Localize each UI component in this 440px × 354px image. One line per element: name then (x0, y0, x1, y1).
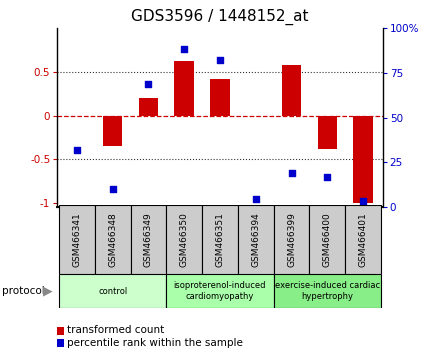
Text: exercise-induced cardiac
hypertrophy: exercise-induced cardiac hypertrophy (275, 281, 380, 301)
Text: protocol: protocol (2, 286, 45, 296)
Bar (103, 115, 122, 146)
Text: GSM466348: GSM466348 (108, 212, 117, 267)
Text: GSM466400: GSM466400 (323, 212, 332, 267)
Text: isoproterenol-induced
cardiomyopathy: isoproterenol-induced cardiomyopathy (174, 281, 266, 301)
Bar (59, 274, 166, 308)
Text: control: control (98, 287, 127, 296)
Point (288, 170, 295, 176)
Point (181, 46, 188, 52)
Text: GSM466399: GSM466399 (287, 212, 296, 267)
Bar (166, 205, 202, 274)
Bar (95, 205, 131, 274)
Point (252, 196, 259, 202)
Text: GSM466341: GSM466341 (72, 212, 81, 267)
Bar (282, 65, 301, 115)
Bar (238, 205, 274, 274)
Bar (318, 115, 337, 149)
Bar (131, 205, 166, 274)
Text: ▶: ▶ (43, 285, 53, 297)
Text: GSM466394: GSM466394 (251, 212, 260, 267)
Bar (139, 98, 158, 115)
Text: percentile rank within the sample: percentile rank within the sample (67, 338, 243, 348)
Bar (274, 274, 381, 308)
Bar (59, 205, 95, 274)
Bar (345, 205, 381, 274)
Text: GSM466350: GSM466350 (180, 212, 189, 267)
Point (216, 57, 224, 63)
Bar (202, 205, 238, 274)
Text: GSM466401: GSM466401 (359, 212, 368, 267)
Point (145, 81, 152, 87)
Text: GSM466349: GSM466349 (144, 212, 153, 267)
Bar (210, 79, 230, 115)
Point (73, 148, 81, 153)
Point (109, 186, 116, 192)
Bar (274, 205, 309, 274)
Text: GDS3596 / 1448152_at: GDS3596 / 1448152_at (131, 9, 309, 25)
Text: transformed count: transformed count (67, 325, 164, 335)
Text: GSM466351: GSM466351 (216, 212, 224, 267)
Bar (166, 274, 274, 308)
Bar (309, 205, 345, 274)
Point (359, 198, 367, 204)
Bar (353, 115, 373, 203)
Point (324, 174, 331, 179)
Bar (174, 62, 194, 115)
